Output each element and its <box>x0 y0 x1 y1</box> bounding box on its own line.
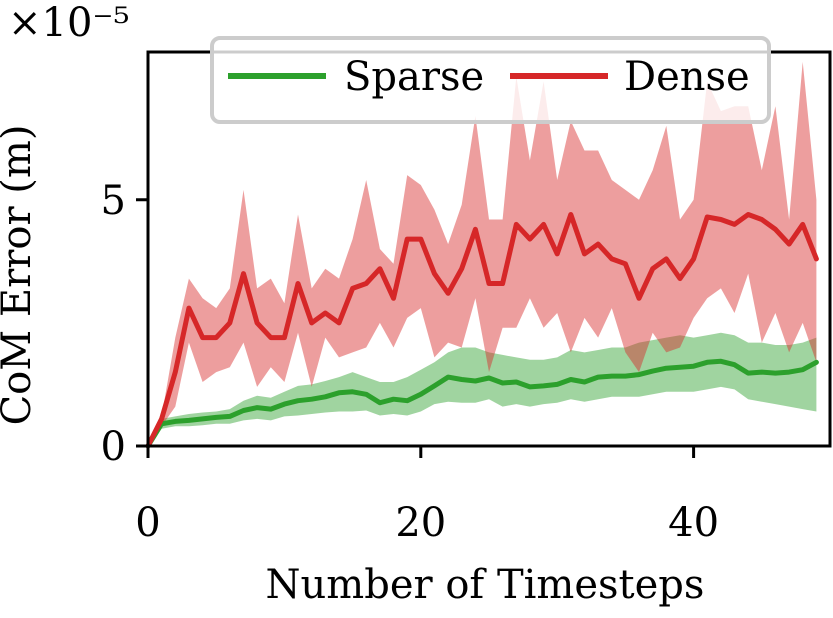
y-axis-label: CoM Error (m) <box>0 125 40 426</box>
y-axis-ticks: 05 <box>101 178 148 470</box>
y-tick-label: 0 <box>101 424 126 470</box>
series-lines <box>145 212 819 449</box>
x-axis-ticks: 0 20 40 <box>135 446 719 546</box>
band-sparse <box>148 332 817 446</box>
y-tick-label: 5 <box>101 178 126 224</box>
x-tick-label: 20 <box>395 500 446 546</box>
legend-box <box>210 36 771 124</box>
x-axis-label: Number of Timesteps <box>266 562 705 608</box>
legend-label-sparse: Sparse <box>344 54 484 100</box>
legend-label-dense: Dense <box>624 54 750 100</box>
legend: Sparse Dense <box>210 36 771 124</box>
line-dense <box>145 212 819 449</box>
line-sparse <box>145 358 819 449</box>
y-multiplier-label: ×10⁻⁵ <box>8 0 130 46</box>
x-tick-label: 40 <box>668 500 719 546</box>
x-tick-label: 0 <box>135 500 160 546</box>
